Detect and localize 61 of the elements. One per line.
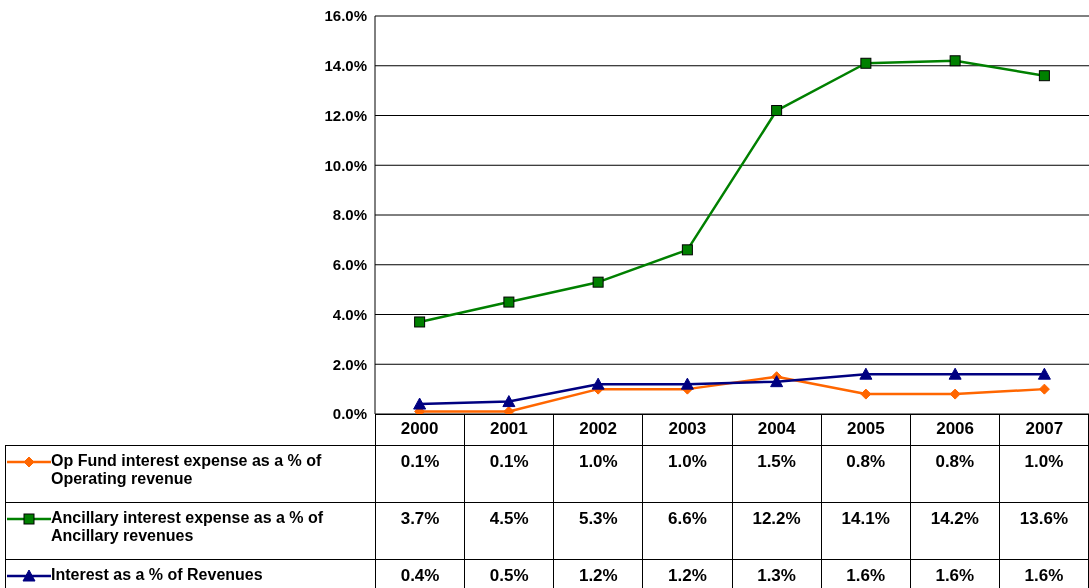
point bbox=[949, 55, 961, 67]
point bbox=[1038, 70, 1050, 82]
y-tick-label: 12.0% bbox=[324, 106, 367, 124]
data-label: 0.1% bbox=[464, 445, 554, 503]
point bbox=[1038, 383, 1050, 395]
point bbox=[502, 395, 516, 408]
data-label: 0.1% bbox=[375, 445, 465, 503]
data-label: 0.8% bbox=[821, 445, 911, 503]
data-label: 1.6% bbox=[821, 559, 911, 588]
y-tick-label: 8.0% bbox=[332, 206, 367, 224]
y-tick-label: 16.0% bbox=[324, 7, 367, 25]
x-tick-label: 2007 bbox=[1025, 419, 1064, 439]
y-tick-label: 0.0% bbox=[332, 405, 367, 423]
data-label: 13.6% bbox=[999, 502, 1089, 560]
data-label: 6.6% bbox=[642, 502, 732, 560]
x-tick-label: 2003 bbox=[668, 419, 707, 439]
data-label: 4.5% bbox=[464, 502, 554, 560]
point bbox=[680, 377, 694, 390]
x-tick-label: 2001 bbox=[489, 419, 528, 439]
data-label: 1.2% bbox=[642, 559, 732, 588]
point bbox=[860, 57, 872, 69]
data-label: 1.2% bbox=[553, 559, 643, 588]
data-label: 12.2% bbox=[732, 502, 822, 560]
y-tick-label: 2.0% bbox=[332, 355, 367, 373]
y-tick-label: 4.0% bbox=[332, 305, 367, 323]
y-tick-label: 10.0% bbox=[324, 156, 367, 174]
legend-label: Op Fund interest expense as a % of Operating revenue bbox=[51, 452, 323, 488]
x-tick-label: 2000 bbox=[400, 419, 439, 439]
point bbox=[591, 377, 605, 390]
data-label: 14.1% bbox=[821, 502, 911, 560]
data-label: 1.0% bbox=[999, 445, 1089, 503]
data-label: 1.0% bbox=[642, 445, 732, 503]
point bbox=[859, 367, 873, 380]
data-label: 0.4% bbox=[375, 559, 465, 588]
data-label: 3.7% bbox=[375, 502, 465, 560]
x-tick-label: 2004 bbox=[757, 419, 797, 439]
data-label: 0.8% bbox=[910, 445, 1000, 503]
data-label: 0.5% bbox=[464, 559, 554, 588]
data-label: 1.3% bbox=[732, 559, 822, 588]
point bbox=[1037, 367, 1051, 380]
x-tick-label: 2005 bbox=[846, 419, 885, 439]
data-label: 1.0% bbox=[553, 445, 643, 503]
legend-label: Ancillary interest expense as a % of Ancillary revenues bbox=[51, 509, 325, 545]
point bbox=[414, 316, 426, 328]
point bbox=[948, 367, 962, 380]
data-label: 1.5% bbox=[732, 445, 822, 503]
data-label: 1.6% bbox=[999, 559, 1089, 588]
data-label: 14.2% bbox=[910, 502, 1000, 560]
data-label: 1.6% bbox=[910, 559, 1000, 588]
point bbox=[770, 375, 784, 388]
x-tick-label: 2002 bbox=[579, 419, 618, 439]
point bbox=[681, 244, 693, 256]
y-tick-label: 6.0% bbox=[332, 256, 367, 274]
point bbox=[771, 105, 783, 117]
point bbox=[503, 296, 515, 308]
data-label: 5.3% bbox=[553, 502, 643, 560]
y-tick-label: 14.0% bbox=[324, 57, 367, 75]
legend-label: Interest as a % of Revenues bbox=[51, 566, 264, 584]
point bbox=[592, 276, 604, 288]
x-tick-label: 2006 bbox=[936, 419, 975, 439]
point bbox=[413, 397, 427, 410]
